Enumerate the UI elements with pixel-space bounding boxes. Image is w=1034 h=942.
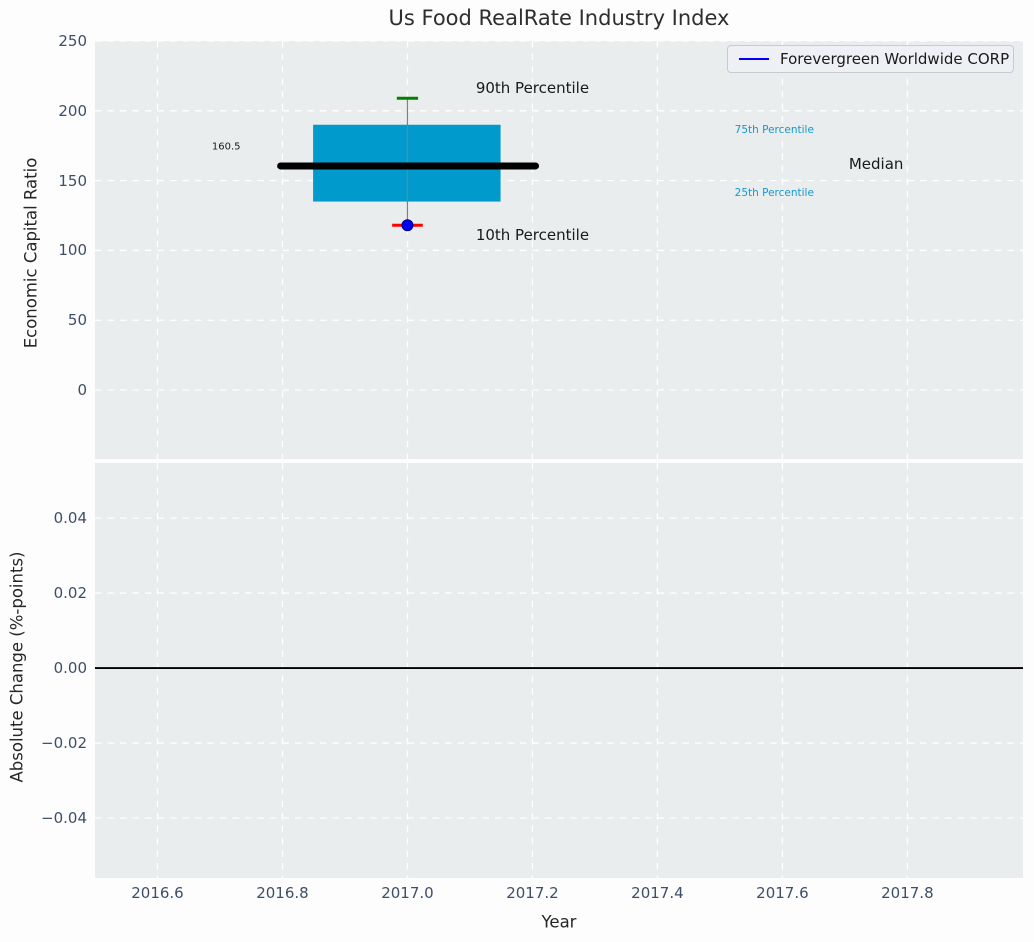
- top-y-tick-label: 150: [58, 171, 87, 190]
- annotation-25th-percentile: 25th Percentile: [734, 187, 814, 200]
- x-axis-label: Year: [541, 912, 577, 932]
- top-y-tick-label: 250: [58, 32, 87, 50]
- x-tick-label: 2017.6: [756, 884, 809, 902]
- bottom-y-tick-label: 0.04: [53, 509, 87, 528]
- annotation-75th-percentile: 75th Percentile: [734, 123, 814, 136]
- bottom-y-tick-label: −0.04: [41, 809, 87, 828]
- x-tick-label: 2017.0: [381, 884, 434, 902]
- x-tick-label: 2017.8: [881, 884, 934, 902]
- x-tick-label: 2016.8: [256, 884, 309, 902]
- legend: Forevergreen Worldwide CORP: [727, 45, 1014, 73]
- bottom-y-tick-label: −0.02: [41, 734, 87, 753]
- company-point-marker: [401, 219, 414, 232]
- x-tick-label: 2017.2: [506, 884, 559, 902]
- top-plot-canvas: [95, 41, 1023, 459]
- bottom-y-tick-label: 0.00: [53, 659, 87, 678]
- bottom-y-tick-label: 0.02: [53, 584, 87, 603]
- top-y-tick-label: 50: [67, 311, 87, 330]
- bottom-plot-canvas: [95, 463, 1023, 878]
- legend-line-sample: [739, 58, 769, 60]
- top-y-tick-label: 0: [77, 381, 87, 400]
- legend-entry-label: Forevergreen Worldwide CORP: [780, 50, 1010, 68]
- top-y-tick-label: 100: [58, 241, 87, 260]
- annotation-median: Median: [848, 154, 904, 173]
- x-tick-label: 2017.4: [631, 884, 684, 902]
- annotation-160-5: 160.5: [211, 141, 241, 153]
- x-tick-label: 2016.6: [131, 884, 184, 902]
- annotation-10th-percentile: 10th Percentile: [475, 226, 590, 245]
- annotation-90th-percentile: 90th Percentile: [475, 79, 590, 98]
- bottom-plot-area: [95, 463, 1023, 878]
- top-plot-area: [95, 41, 1023, 459]
- top-y-tick-label: 200: [58, 101, 87, 120]
- chart-title: Us Food RealRate Industry Index: [388, 6, 730, 30]
